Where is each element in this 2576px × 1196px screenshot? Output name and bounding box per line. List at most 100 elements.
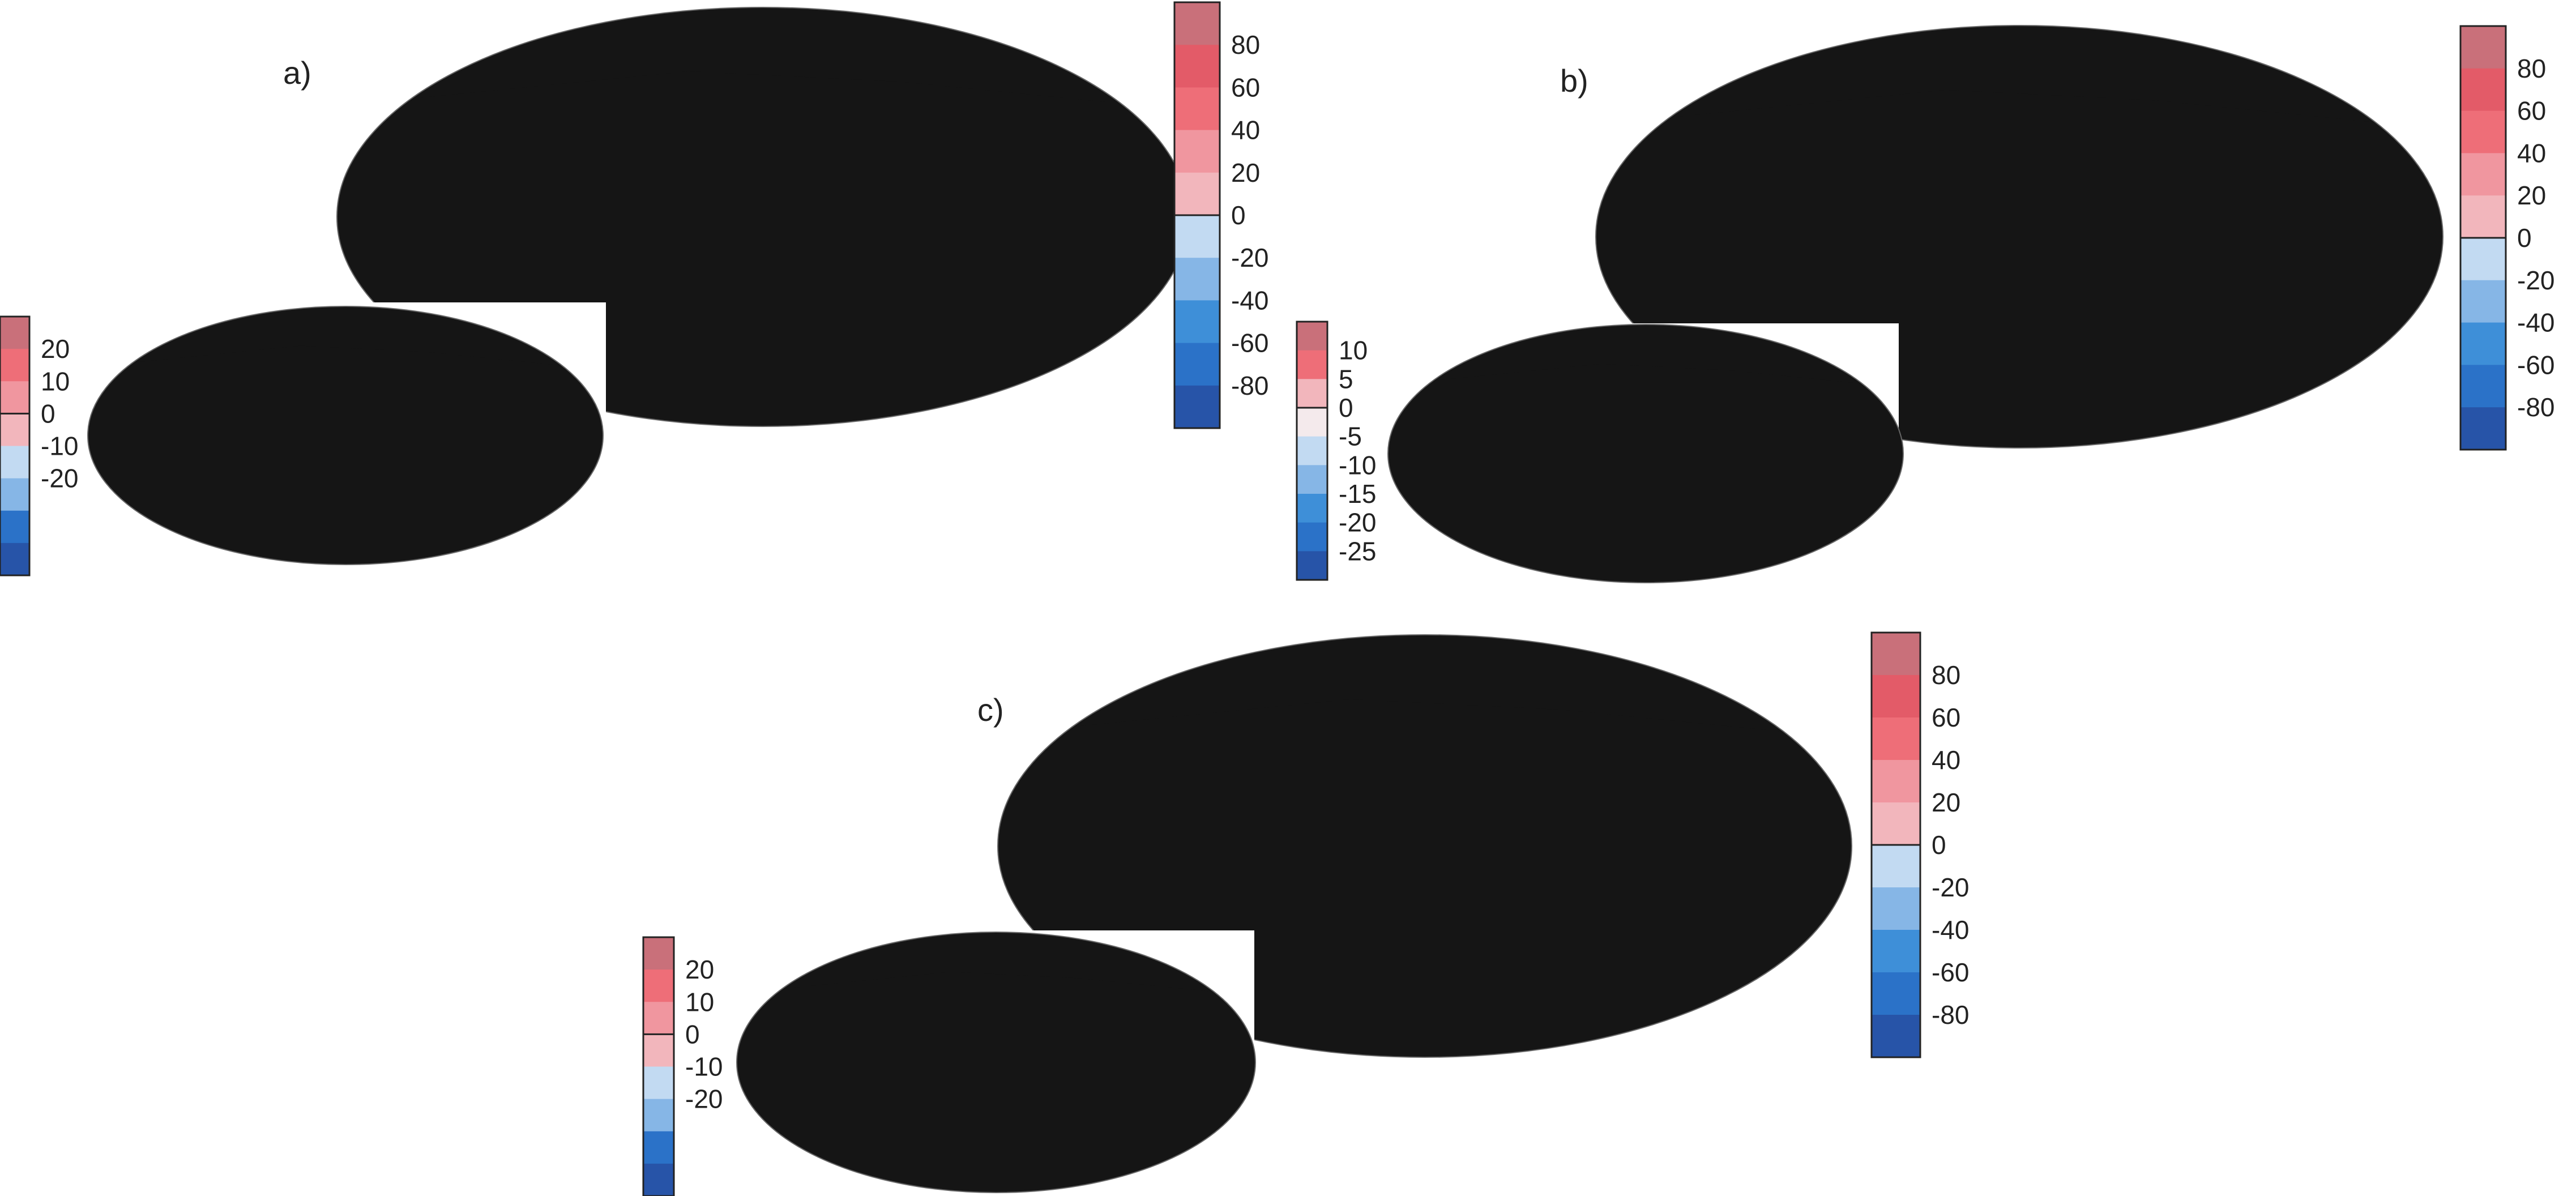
inset-colorbar-swatch: [643, 969, 674, 1002]
main-colorbar-swatch: [2460, 280, 2506, 323]
inset-colorbar-swatch: [0, 381, 29, 414]
inset-colorbar-swatch: [643, 1131, 674, 1164]
inset-colorbar-swatch: [1297, 494, 1327, 523]
inset-colorbar-tick-label: 20: [41, 334, 70, 364]
main-colorbar-tick-label: 20: [1932, 788, 1960, 817]
main-colorbar-swatch: [1872, 930, 1920, 973]
main-colorbar-tick-label: -60: [2517, 350, 2554, 379]
inset-colorbar-tick-label: 0: [685, 1019, 700, 1049]
main-map-outline: [1595, 25, 2443, 448]
main-colorbar-swatch: [2460, 68, 2506, 112]
main-map-outline: [997, 634, 1852, 1058]
main-colorbar-tick-label: 0: [1231, 200, 1246, 230]
inset-colorbar-tick-label: -20: [41, 464, 78, 493]
main-colorbar-tick-label: -80: [1932, 1000, 1969, 1030]
main-colorbar-tick-label: -20: [1932, 873, 1969, 902]
main-colorbar-swatch: [1174, 258, 1220, 301]
main-colorbar-tick-label: -80: [1231, 371, 1268, 400]
inset-colorbar-tick-label: 0: [41, 399, 55, 428]
inset-map: [87, 306, 604, 565]
main-colorbar-tick-label: 60: [2517, 96, 2546, 126]
main-colorbar-swatch: [1872, 717, 1920, 761]
main-colorbar-swatch: [1872, 845, 1920, 888]
inset-map-outline: [1387, 324, 1904, 583]
main-colorbar-tick-label: 40: [1231, 116, 1260, 145]
main-colorbar-swatch: [2460, 195, 2506, 238]
main-colorbar-swatch: [2460, 110, 2506, 153]
main-colorbar-swatch: [1174, 45, 1220, 88]
main-colorbar-tick-label: -20: [2517, 266, 2554, 295]
main-colorbar-swatch: [1174, 343, 1220, 386]
main-colorbar-swatch: [1174, 2, 1220, 45]
main-colorbar-swatch: [1174, 385, 1220, 429]
inset-colorbar-frame: [0, 315, 31, 576]
main-colorbar-swatch: [1872, 887, 1920, 930]
main-colorbar-swatch: [1174, 215, 1220, 258]
inset-colorbar-tick-label: -15: [1339, 479, 1376, 509]
inset-colorbar-swatch: [643, 937, 674, 970]
main-colorbar: 80 60 40 20 0 -20 -40 -60 -80: [1173, 1, 1268, 429]
panel-label: b): [1560, 63, 1588, 99]
inset-map-outline: [87, 306, 604, 565]
main-colorbar-tick-label: 60: [1932, 703, 1960, 732]
main-colorbar-tick-label: -40: [1231, 285, 1268, 315]
main-colorbar-swatch: [2460, 153, 2506, 196]
inset-colorbar-swatch: [1297, 379, 1327, 408]
main-colorbar-tick-label: 20: [1231, 158, 1260, 187]
inset-colorbar-tick-label: 10: [41, 366, 70, 396]
inset-colorbar-swatch: [0, 349, 29, 382]
inset-colorbar-swatch: [1297, 522, 1327, 552]
inset-colorbar-swatch: [0, 478, 29, 511]
main-colorbar-swatch: [1174, 300, 1220, 344]
main-colorbar-tick-label: 80: [1932, 660, 1960, 690]
inset-colorbar-tick-label: -10: [41, 432, 78, 461]
main-colorbar-tick-label: 40: [2517, 138, 2546, 168]
main-colorbar-swatch: [2460, 365, 2506, 408]
main-colorbar: 80 60 40 20 0 -20 -40 -60 -80: [2459, 25, 2554, 451]
inset-colorbar-swatch: [1297, 350, 1327, 379]
main-map: [1595, 25, 2443, 448]
main-colorbar-swatch: [1872, 633, 1920, 676]
inset-colorbar-tick-label: -25: [1339, 536, 1376, 566]
inset-colorbar-swatch: [643, 1002, 674, 1035]
inset-colorbar-swatch: [1297, 551, 1327, 580]
main-colorbar-swatch: [2460, 407, 2506, 450]
inset-colorbar-swatch: [0, 413, 29, 446]
inset-map-coastlines: [144, 319, 536, 557]
inset-colorbar-tick-label: -5: [1339, 422, 1362, 451]
main-colorbar-tick-label: -60: [1231, 328, 1268, 358]
inset-colorbar-tick-label: -10: [1339, 450, 1376, 480]
main-colorbar-swatch: [1174, 172, 1220, 216]
main-colorbar-swatch: [1872, 1015, 1920, 1058]
main-colorbar-tick-label: 0: [1932, 830, 1946, 860]
inset-colorbar-tick-label: 5: [1339, 364, 1353, 394]
inset-map-coastlines: [1445, 338, 1836, 575]
main-colorbar-tick-label: 80: [1231, 30, 1260, 59]
inset-map: [1387, 324, 1904, 583]
inset-colorbar-swatch: [1297, 322, 1327, 351]
main-colorbar-tick-label: -80: [2517, 392, 2554, 422]
inset-map: [736, 932, 1256, 1193]
inset-colorbar-tick-label: 20: [685, 955, 714, 984]
main-colorbar-swatch: [2460, 238, 2506, 281]
inset-colorbar-swatch: [0, 446, 29, 479]
inset-colorbar-swatch: [1297, 436, 1327, 465]
inset-colorbar-swatch: [643, 1066, 674, 1100]
inset-map-coastlines: [794, 945, 1188, 1185]
main-colorbar-swatch: [1872, 675, 1920, 718]
inset-colorbar-tick-label: -10: [685, 1052, 723, 1082]
main-colorbar-tick-label: 0: [2517, 223, 2532, 253]
inset-colorbar-swatch: [643, 1099, 674, 1132]
panel-b: 806040200-20-40-60-801050-5-10-15-20-25b…: [1296, 25, 2554, 584]
main-colorbar-swatch: [2460, 26, 2506, 69]
main-colorbar-tick-label: -20: [1231, 243, 1268, 272]
inset-colorbar-swatch: [643, 1163, 674, 1196]
panel-label: c): [977, 692, 1004, 728]
main-colorbar-tick-label: -40: [2517, 308, 2554, 338]
inset-colorbar-frame: [642, 936, 675, 1196]
main-colorbar-tick-label: 20: [2517, 181, 2546, 210]
